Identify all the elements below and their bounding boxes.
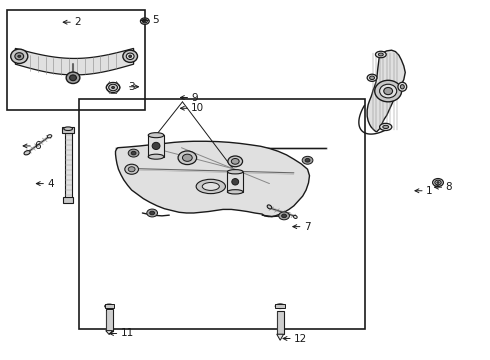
Ellipse shape	[178, 151, 196, 165]
Bar	[148, 135, 164, 157]
Ellipse shape	[148, 133, 164, 138]
Polygon shape	[116, 141, 310, 217]
Text: 5: 5	[152, 15, 159, 26]
Ellipse shape	[367, 74, 377, 81]
Ellipse shape	[228, 156, 243, 167]
Polygon shape	[367, 50, 405, 132]
Bar	[63, 197, 73, 203]
Ellipse shape	[369, 76, 374, 80]
Ellipse shape	[383, 125, 389, 129]
Text: 4: 4	[47, 179, 54, 189]
Polygon shape	[277, 334, 284, 340]
Polygon shape	[106, 330, 113, 334]
Text: 8: 8	[445, 182, 452, 192]
Ellipse shape	[227, 170, 243, 174]
Ellipse shape	[24, 150, 30, 155]
Bar	[62, 127, 74, 133]
Ellipse shape	[279, 212, 290, 220]
Text: 10: 10	[191, 103, 204, 113]
Bar	[65, 130, 72, 200]
Ellipse shape	[48, 135, 52, 138]
Ellipse shape	[144, 21, 146, 22]
Ellipse shape	[129, 55, 132, 58]
Ellipse shape	[18, 55, 21, 57]
Text: 2: 2	[74, 17, 81, 27]
Ellipse shape	[202, 183, 220, 190]
Ellipse shape	[437, 181, 439, 183]
Ellipse shape	[232, 179, 239, 185]
Ellipse shape	[105, 304, 114, 309]
Ellipse shape	[267, 205, 271, 209]
Ellipse shape	[375, 51, 386, 58]
Ellipse shape	[150, 211, 155, 215]
Text: 12: 12	[294, 333, 307, 343]
Ellipse shape	[143, 19, 147, 23]
Ellipse shape	[294, 215, 297, 219]
Text: 7: 7	[304, 222, 310, 231]
Ellipse shape	[282, 214, 287, 218]
Ellipse shape	[131, 151, 136, 155]
Bar	[106, 309, 113, 330]
Polygon shape	[15, 48, 134, 75]
Text: 11: 11	[121, 328, 134, 338]
Ellipse shape	[123, 50, 138, 62]
Ellipse shape	[148, 154, 164, 159]
Ellipse shape	[152, 142, 160, 149]
Bar	[277, 311, 284, 334]
Ellipse shape	[384, 87, 392, 95]
Ellipse shape	[227, 190, 243, 194]
Ellipse shape	[11, 49, 28, 63]
Ellipse shape	[435, 180, 441, 185]
Ellipse shape	[305, 158, 310, 162]
Text: 1: 1	[426, 186, 432, 196]
Ellipse shape	[433, 179, 443, 186]
Ellipse shape	[380, 84, 397, 98]
Ellipse shape	[275, 304, 285, 309]
Ellipse shape	[147, 209, 158, 217]
Ellipse shape	[106, 82, 120, 93]
Ellipse shape	[125, 164, 139, 174]
Ellipse shape	[15, 53, 24, 60]
Bar	[105, 304, 114, 309]
Ellipse shape	[196, 179, 225, 194]
Ellipse shape	[126, 53, 134, 59]
Ellipse shape	[141, 18, 149, 24]
Ellipse shape	[231, 158, 239, 164]
Ellipse shape	[112, 86, 115, 89]
Ellipse shape	[109, 84, 118, 91]
Ellipse shape	[398, 82, 407, 91]
Text: 3: 3	[128, 82, 134, 92]
Ellipse shape	[400, 85, 404, 89]
Ellipse shape	[375, 80, 402, 102]
Ellipse shape	[380, 123, 392, 131]
Ellipse shape	[70, 75, 76, 81]
Ellipse shape	[66, 72, 80, 84]
Bar	[6, 10, 145, 110]
Bar	[275, 304, 285, 309]
Ellipse shape	[128, 149, 139, 157]
Text: 9: 9	[191, 93, 198, 103]
Ellipse shape	[378, 53, 383, 56]
Bar	[227, 172, 243, 192]
Text: 6: 6	[34, 141, 41, 151]
Bar	[79, 99, 365, 329]
Ellipse shape	[302, 156, 313, 164]
Ellipse shape	[64, 127, 73, 131]
Ellipse shape	[182, 154, 192, 161]
Ellipse shape	[128, 167, 135, 172]
